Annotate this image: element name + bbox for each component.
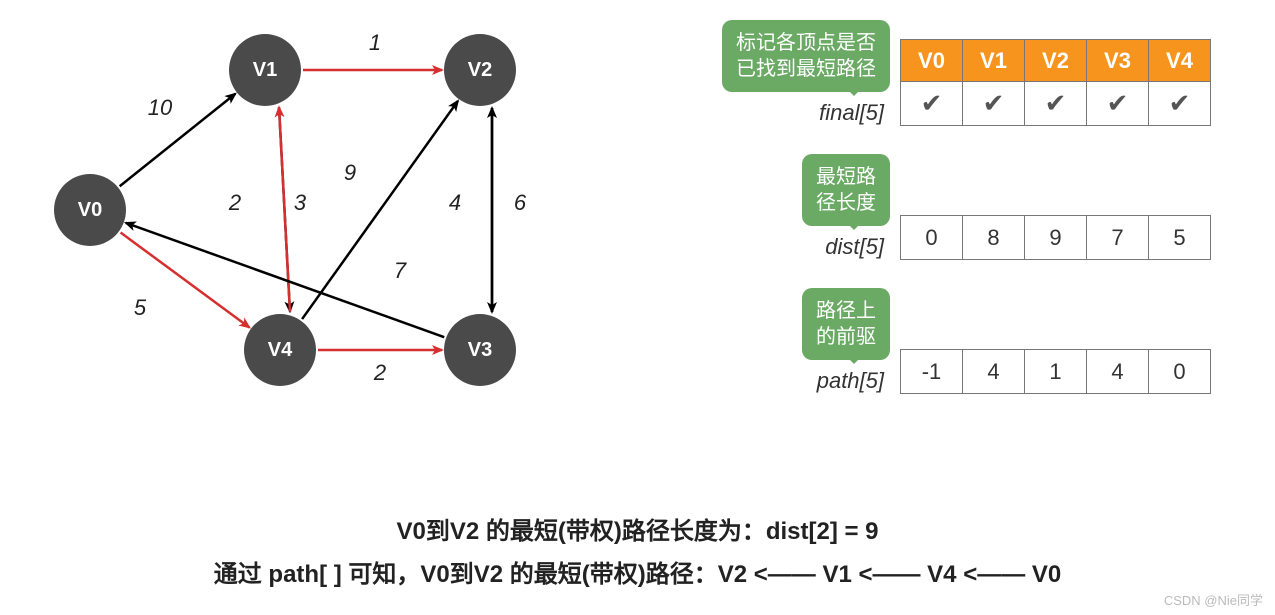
edge-weight-V4-V3: 2 [373,360,386,385]
edge-weight-V3-V0: 7 [394,258,407,283]
caption-line-1: V0到V2 的最短(带权)路径长度为：dist[2] = 9 [0,510,1275,553]
array-table-1: 08975 [900,215,1211,260]
edge-weight-V4-V1: 3 [294,190,307,215]
node-label-V0: V0 [78,199,102,221]
callout-1: 最短路径长度 [802,154,890,226]
edge-weight-V0-V4: 5 [134,295,147,320]
cell: 0 [1149,350,1211,394]
array-row-0: 标记各顶点是否已找到最短路径final[5]V0V1V2V3V4✔✔✔✔✔ [660,20,1260,126]
cell: 0 [901,216,963,260]
callout-2: 路径上的前驱 [802,288,890,360]
cell: ✔ [1087,82,1149,126]
cell: 4 [1087,350,1149,394]
cell: 7 [1087,216,1149,260]
edge-weight-V1-V2: 1 [369,30,381,55]
node-label-V4: V4 [268,339,293,361]
cell: 5 [1149,216,1211,260]
node-label-V3: V3 [468,339,492,361]
edge-weight-V4-V2: 9 [344,160,356,185]
callout-0: 标记各顶点是否已找到最短路径 [722,20,890,92]
array-table-0: V0V1V2V3V4✔✔✔✔✔ [900,39,1211,126]
cell: 1 [1025,350,1087,394]
caption-line-2: 通过 path[ ] 可知，V0到V2 的最短(带权)路径：V2 <—— V1 … [0,553,1275,596]
col-header: V1 [963,40,1025,82]
edge-weight-V2-V3: 4 [449,190,461,215]
watermark: CSDN @Nie同学 [1164,590,1263,609]
graph-svg: 10 5 1 2 3 2 9 7 6 4 V0 V1 V2 V3 V4 [20,10,600,410]
cell: ✔ [1025,82,1087,126]
edge-weight-V3-V2: 6 [514,190,527,215]
cell: 4 [963,350,1025,394]
array-row-1: 最短路径长度dist[5]08975 [660,154,1260,260]
col-header: V2 [1025,40,1087,82]
caption: V0到V2 的最短(带权)路径长度为：dist[2] = 9 通过 path[ … [0,510,1275,596]
edge-weight-V0-V1: 10 [148,95,173,120]
cell: -1 [901,350,963,394]
edge-weight-V1-V4: 2 [228,190,241,215]
cell: 8 [963,216,1025,260]
node-label-V1: V1 [253,59,277,81]
node-label-V2: V2 [468,59,492,81]
array-table-2: -14140 [900,349,1211,394]
edge-V4-V2 [302,101,458,319]
array-row-2: 路径上的前驱path[5]-14140 [660,288,1260,394]
cell: 9 [1025,216,1087,260]
cell: ✔ [1149,82,1211,126]
graph-diagram: 10 5 1 2 3 2 9 7 6 4 V0 V1 V2 V3 V4 [20,10,600,410]
col-header: V3 [1087,40,1149,82]
cell: ✔ [963,82,1025,126]
col-header: V4 [1149,40,1211,82]
edge-V0-V1 [120,94,236,187]
col-header: V0 [901,40,963,82]
cell: ✔ [901,82,963,126]
tables-panel: 标记各顶点是否已找到最短路径final[5]V0V1V2V3V4✔✔✔✔✔ 最短路… [660,20,1260,422]
